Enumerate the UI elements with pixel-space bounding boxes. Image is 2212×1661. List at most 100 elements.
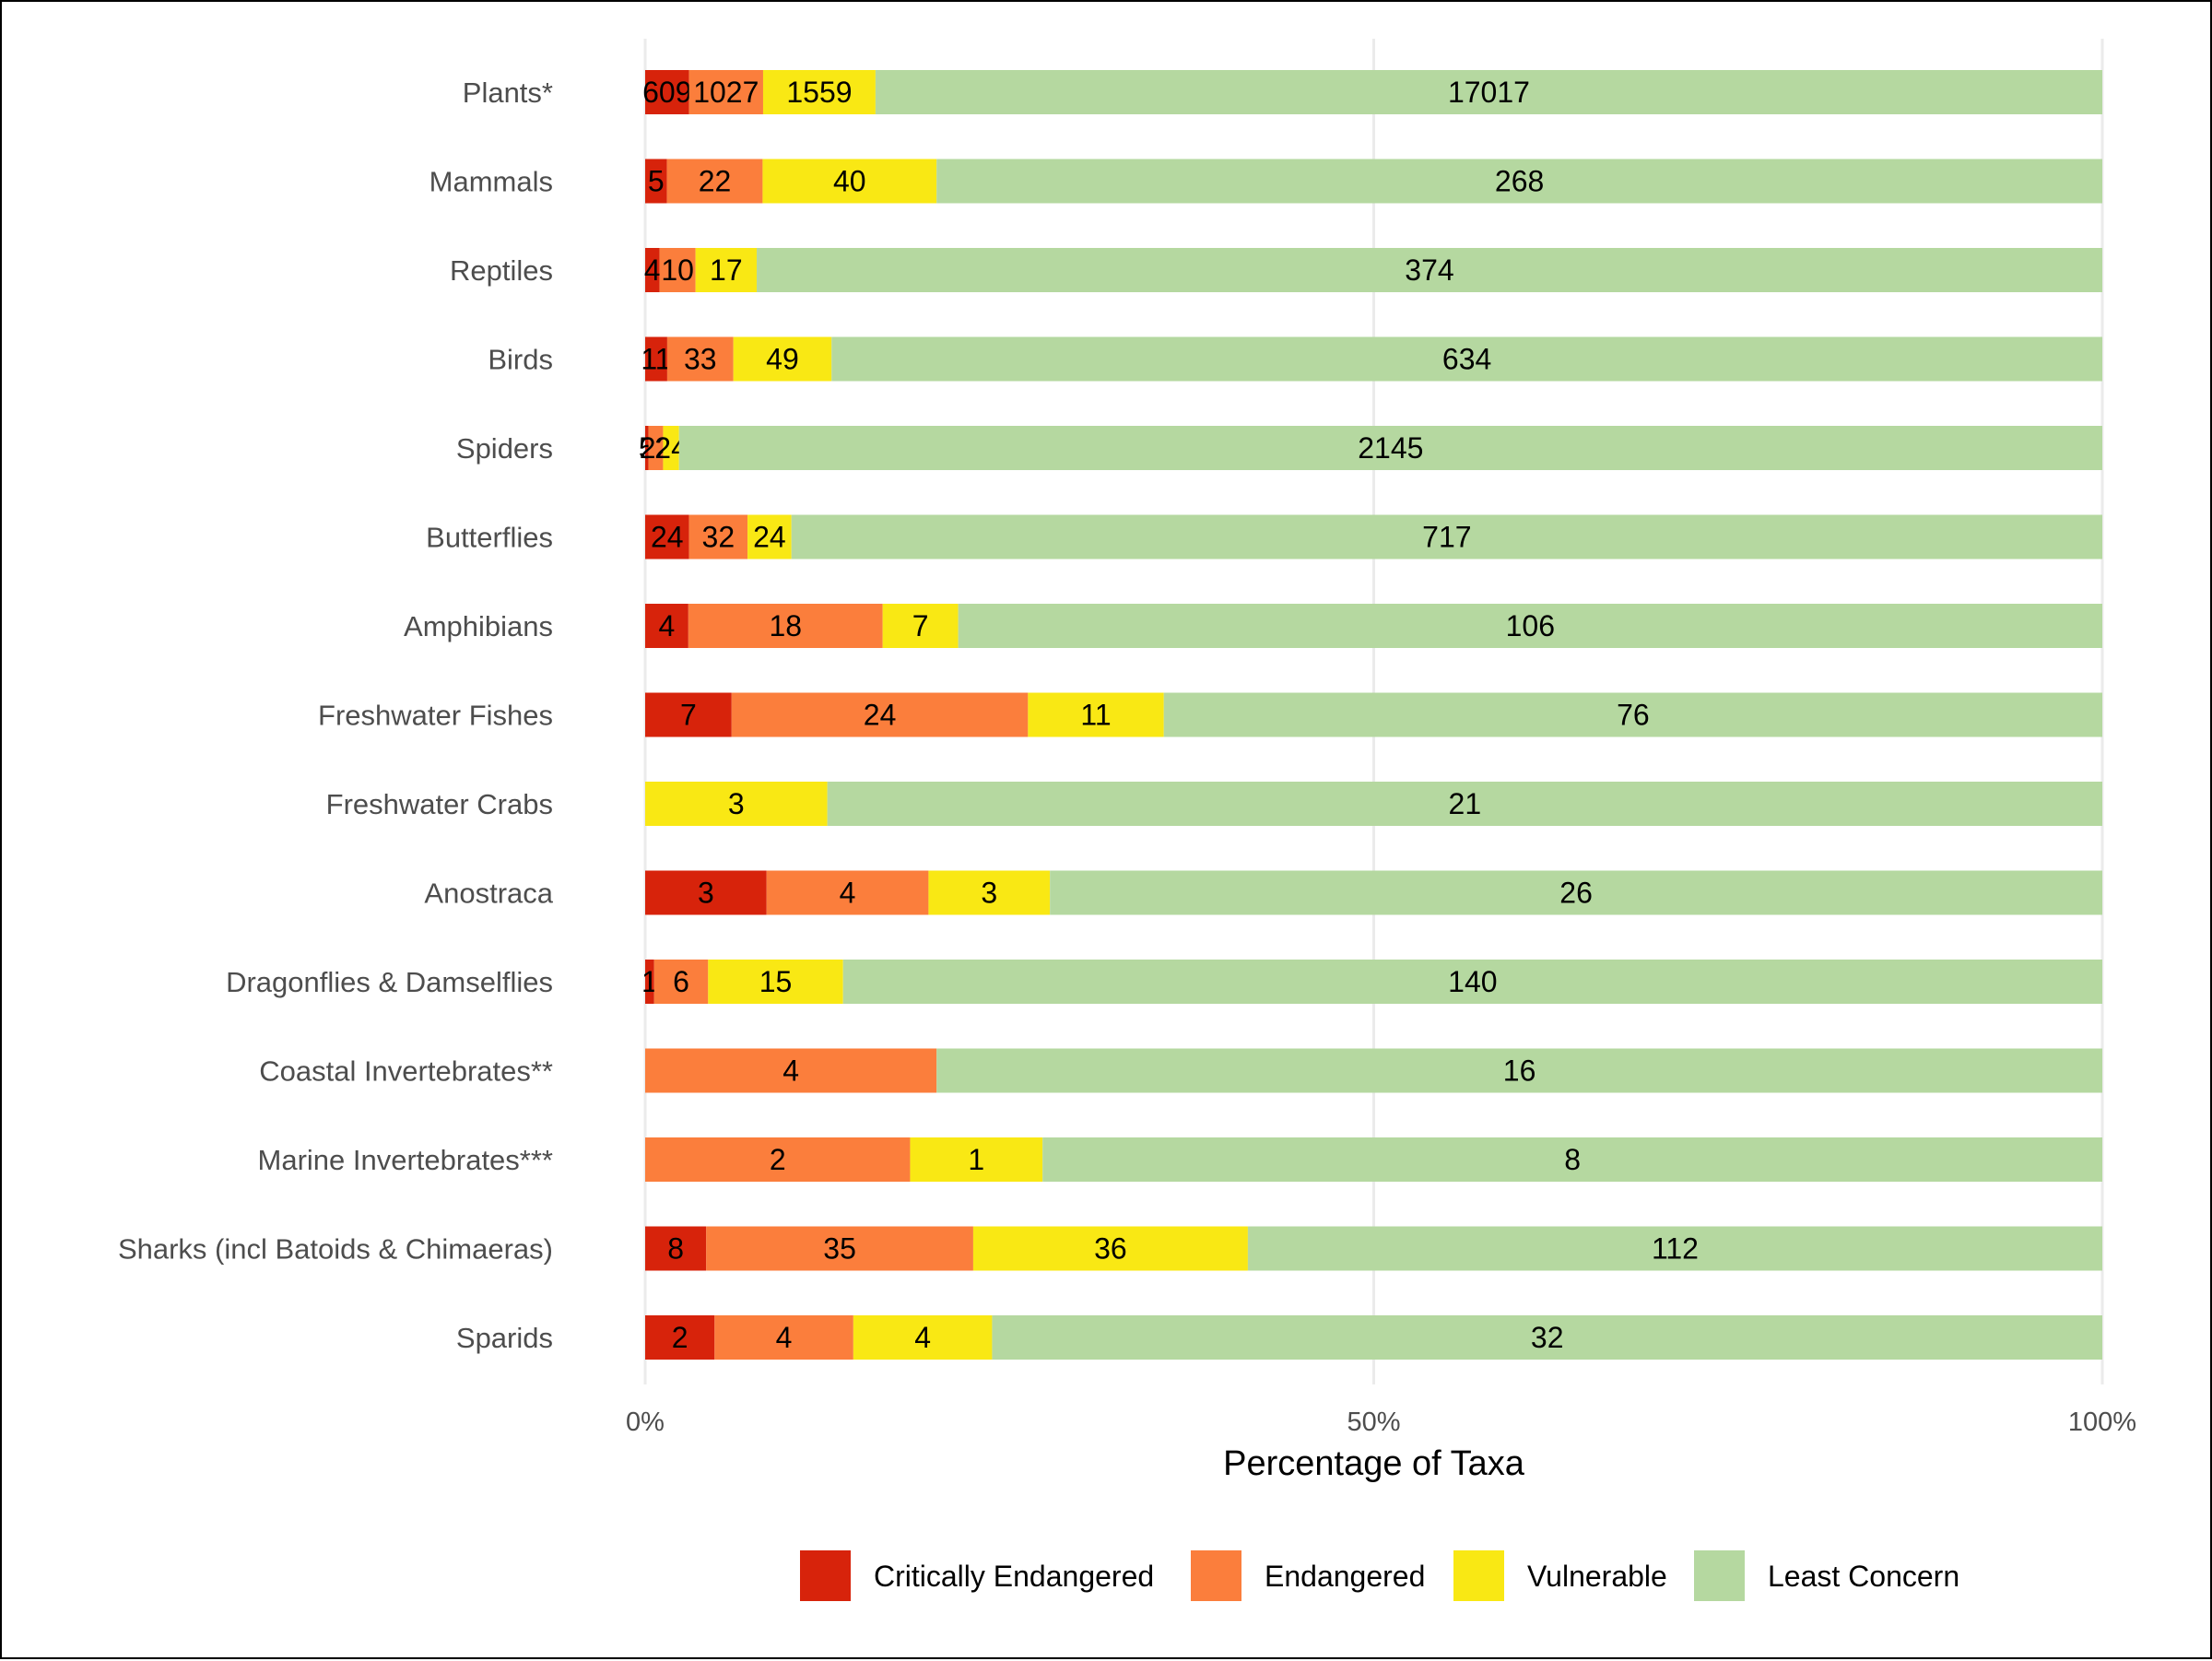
data-label: 1: [968, 1143, 984, 1176]
bar-row: 4 16: [645, 1048, 2103, 1093]
category-label: Sharks (incl Batoids & Chimaeras): [118, 1233, 553, 1266]
bar-row: 2 1 8: [645, 1137, 2102, 1182]
legend-label: Least Concern: [1768, 1560, 1959, 1593]
data-label: 4: [776, 1321, 793, 1354]
data-label: 4: [659, 609, 676, 642]
data-label: 112: [1652, 1232, 1699, 1266]
data-label: 2: [672, 1321, 688, 1354]
legend-swatch: [1191, 1550, 1241, 1601]
bar-segment: [972, 1226, 1248, 1271]
data-label: 18: [769, 609, 802, 642]
data-label: 4: [914, 1321, 931, 1354]
bar-segment: [706, 1226, 973, 1271]
category-label: Anostraca: [424, 878, 553, 910]
data-label: 17017: [1448, 76, 1530, 109]
bar-segment: [645, 1137, 911, 1182]
bar-row: 11 33 49 634: [641, 336, 2102, 382]
bar-segment: [714, 1315, 853, 1360]
category-label: Plants*: [463, 77, 553, 109]
bar-segment: [659, 248, 696, 292]
bar-segment: [645, 70, 689, 114]
category-label: Reptiles: [450, 254, 553, 287]
bar-segment: [666, 159, 763, 204]
x-axis-ticks: 0% 50% 100%: [626, 1408, 2136, 1437]
data-label: 40: [833, 165, 866, 198]
bar-row: 609 1027 1559 17017: [642, 70, 2102, 114]
data-label: 374: [1405, 253, 1453, 287]
data-label: 32: [702, 521, 735, 554]
data-label: 634: [1442, 343, 1491, 376]
legend-label: Vulnerable: [1527, 1560, 1667, 1593]
bar-segment: [875, 70, 2102, 114]
bar-row: 3 21: [645, 782, 2102, 826]
bar-segment: [791, 514, 2103, 560]
bar-segment: [842, 960, 2103, 1004]
bar-segment: [666, 336, 734, 382]
bar-row: 24 32 24 717: [645, 514, 2103, 560]
category-label: Mammals: [429, 166, 553, 198]
data-label: 15: [759, 965, 793, 998]
data-label: 49: [766, 343, 799, 376]
legend-item: Endangered: [1191, 1550, 1425, 1601]
bar-segment: [733, 336, 832, 382]
bar-segment: [695, 248, 758, 292]
category-label: Birds: [488, 344, 553, 376]
bar-row: 4 18 7 106: [645, 604, 2102, 648]
data-label: 7: [912, 609, 929, 642]
bar-segment: [645, 514, 689, 560]
data-label: 609: [642, 76, 691, 109]
data-label: 3: [698, 877, 714, 910]
bar-segment: [910, 1137, 1043, 1182]
bar-segment: [648, 426, 664, 470]
category-label: Freshwater Crabs: [326, 788, 553, 820]
data-label: 140: [1448, 965, 1497, 998]
legend-item: Critically Endangered: [800, 1550, 1154, 1601]
data-label: 5: [648, 165, 665, 198]
bar-segment: [688, 604, 883, 648]
bar-segment: [936, 1048, 2103, 1093]
bar-row: 5 22 40 268: [645, 159, 2103, 204]
legend-swatch: [800, 1550, 851, 1601]
bar-row: 4 10 17 374: [644, 248, 2102, 292]
data-label: 1: [641, 965, 658, 998]
data-label: 2: [770, 1143, 786, 1176]
data-label: 4: [840, 877, 856, 910]
data-label: 1559: [786, 76, 852, 109]
legend-label: Critically Endangered: [874, 1560, 1154, 1593]
bar-segment: [1042, 1137, 2102, 1182]
bar-segment: [663, 426, 679, 470]
bar-segment: [688, 70, 763, 114]
bar-segment: [688, 514, 748, 560]
legend-swatch: [1453, 1550, 1504, 1601]
category-label: Dragonflies & Damselflies: [226, 966, 553, 998]
category-label: Sparids: [456, 1322, 553, 1354]
bar-segment: [645, 1048, 937, 1093]
bar-segment: [928, 870, 1051, 915]
bar-segment: [762, 159, 937, 204]
legend-item: Vulnerable: [1453, 1550, 1667, 1601]
data-label: 24: [864, 699, 897, 732]
data-label: 106: [1506, 609, 1555, 642]
data-label: 35: [823, 1232, 856, 1266]
bar-segment: [645, 336, 667, 382]
legend-item: Least Concern: [1694, 1550, 1959, 1601]
bar-segment: [1163, 692, 2102, 737]
legend-swatch: [1694, 1550, 1745, 1601]
category-labels: Plants* Mammals Reptiles Birds Spiders Butter…: [118, 77, 554, 1354]
data-label: 2145: [1358, 431, 1423, 465]
bar-segment: [645, 782, 828, 826]
data-label: 4: [644, 253, 661, 287]
data-label: 33: [684, 343, 717, 376]
bar-row: 7 24 11 76: [645, 692, 2102, 737]
bar-row: 1 6 15 140: [641, 960, 2103, 1004]
bar-segment: [645, 1315, 715, 1360]
bar-segment: [708, 960, 843, 1004]
bar-segment: [958, 604, 2102, 648]
bar-segment: [757, 248, 2102, 292]
data-label: 4: [782, 1054, 799, 1088]
bar-segment: [936, 159, 2103, 204]
